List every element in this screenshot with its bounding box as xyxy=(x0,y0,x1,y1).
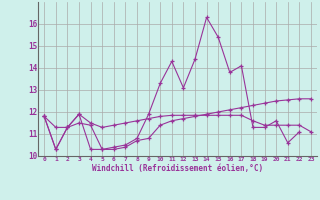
X-axis label: Windchill (Refroidissement éolien,°C): Windchill (Refroidissement éolien,°C) xyxy=(92,164,263,173)
